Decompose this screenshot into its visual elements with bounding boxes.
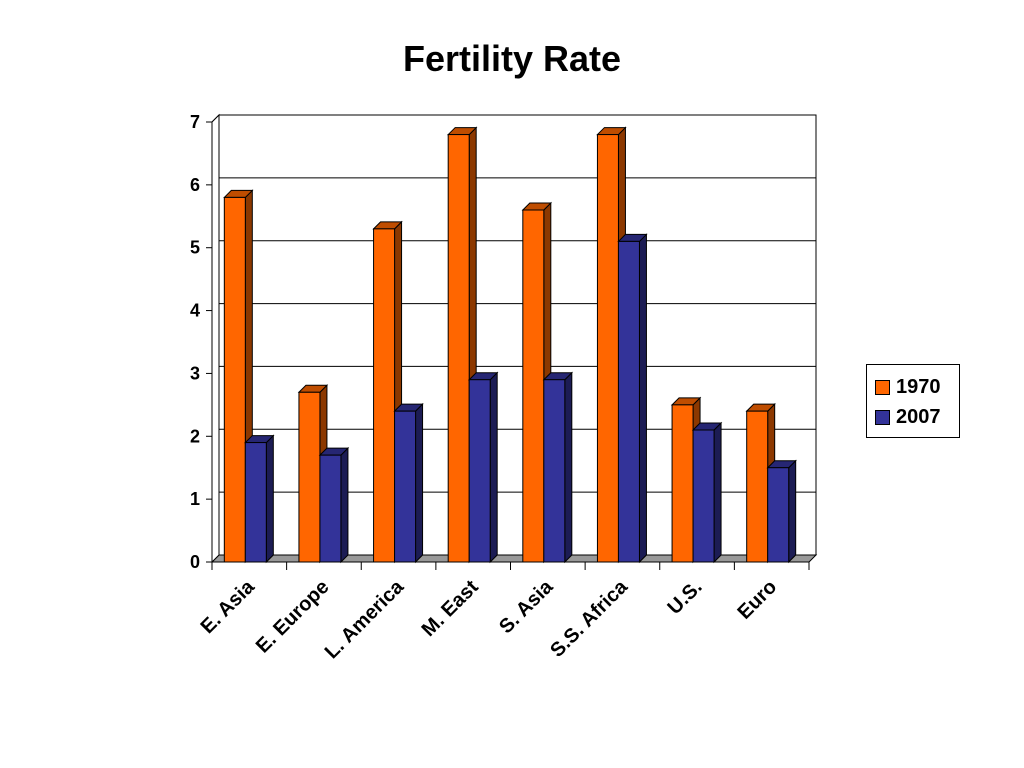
legend-label-2007: 2007 — [896, 405, 941, 428]
x-category-label: L. America — [321, 575, 409, 663]
bar-2007-l-america — [393, 402, 424, 564]
legend-item-1970: 1970 — [875, 375, 941, 399]
y-tick-label: 0 — [190, 552, 200, 572]
bar-front-face — [692, 429, 715, 563]
bar-front-face — [767, 467, 790, 563]
bar-front-face — [596, 134, 619, 563]
bar-front-face — [746, 410, 769, 563]
bar-front-face — [244, 442, 267, 563]
bar-front-face — [543, 379, 566, 563]
bar-front-face — [319, 454, 342, 563]
bar-side-face — [788, 459, 797, 564]
bar-2007-e-asia — [244, 434, 275, 564]
y-tick-label: 4 — [190, 301, 200, 321]
x-category-label: S. Asia — [495, 575, 558, 638]
x-category-label: S.S. Africa — [546, 575, 632, 661]
x-category-label: U.S. — [664, 576, 707, 619]
legend-item-2007: 2007 — [875, 405, 941, 429]
bar-front-face — [617, 240, 640, 563]
y-tick-label: 1 — [190, 489, 200, 509]
bar-side-face — [489, 371, 498, 564]
chart-legend: 1970 2007 — [866, 364, 960, 438]
bar-2007-u-s- — [691, 421, 723, 564]
y-tick-label: 2 — [190, 426, 200, 446]
bar-front-face — [298, 391, 321, 563]
bar-front-face — [394, 410, 417, 563]
y-tick-label: 7 — [190, 112, 200, 132]
bar-2007-e-europe — [318, 446, 350, 564]
bar-front-face — [671, 404, 694, 563]
x-category-label: M. East — [418, 576, 483, 641]
bar-2007-s-s-africa — [617, 233, 648, 564]
bar-side-face — [564, 371, 573, 564]
legend-label-1970: 1970 — [896, 375, 941, 398]
x-category-label: E. Asia — [197, 575, 260, 638]
bar-2007-m-east — [467, 371, 499, 564]
bar-front-face — [223, 196, 246, 563]
bar-side-face — [713, 421, 722, 564]
y-tick-label: 3 — [190, 363, 200, 383]
plot-side-wall — [211, 113, 220, 564]
bar-2007-s-asia — [542, 371, 574, 564]
bar-front-face — [373, 228, 396, 563]
x-category-label: Euro — [733, 576, 781, 624]
bar-front-face — [522, 209, 545, 563]
legend-swatch-1970 — [875, 379, 890, 395]
bar-front-face — [447, 134, 470, 563]
chart-title: Fertility Rate — [402, 38, 622, 79]
legend-swatch-2007 — [875, 409, 890, 425]
bar-side-face — [415, 402, 424, 564]
y-tick-label: 5 — [190, 238, 200, 258]
bar-front-face — [468, 379, 491, 563]
x-category-label: E. Europe — [252, 576, 334, 658]
bar-side-face — [340, 446, 349, 564]
bar-side-face — [638, 233, 647, 564]
bar-side-face — [265, 434, 274, 564]
bar-2007-euro — [766, 459, 797, 564]
y-tick-label: 6 — [190, 175, 200, 195]
